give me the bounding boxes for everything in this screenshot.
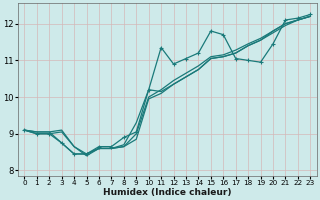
X-axis label: Humidex (Indice chaleur): Humidex (Indice chaleur) — [103, 188, 232, 197]
